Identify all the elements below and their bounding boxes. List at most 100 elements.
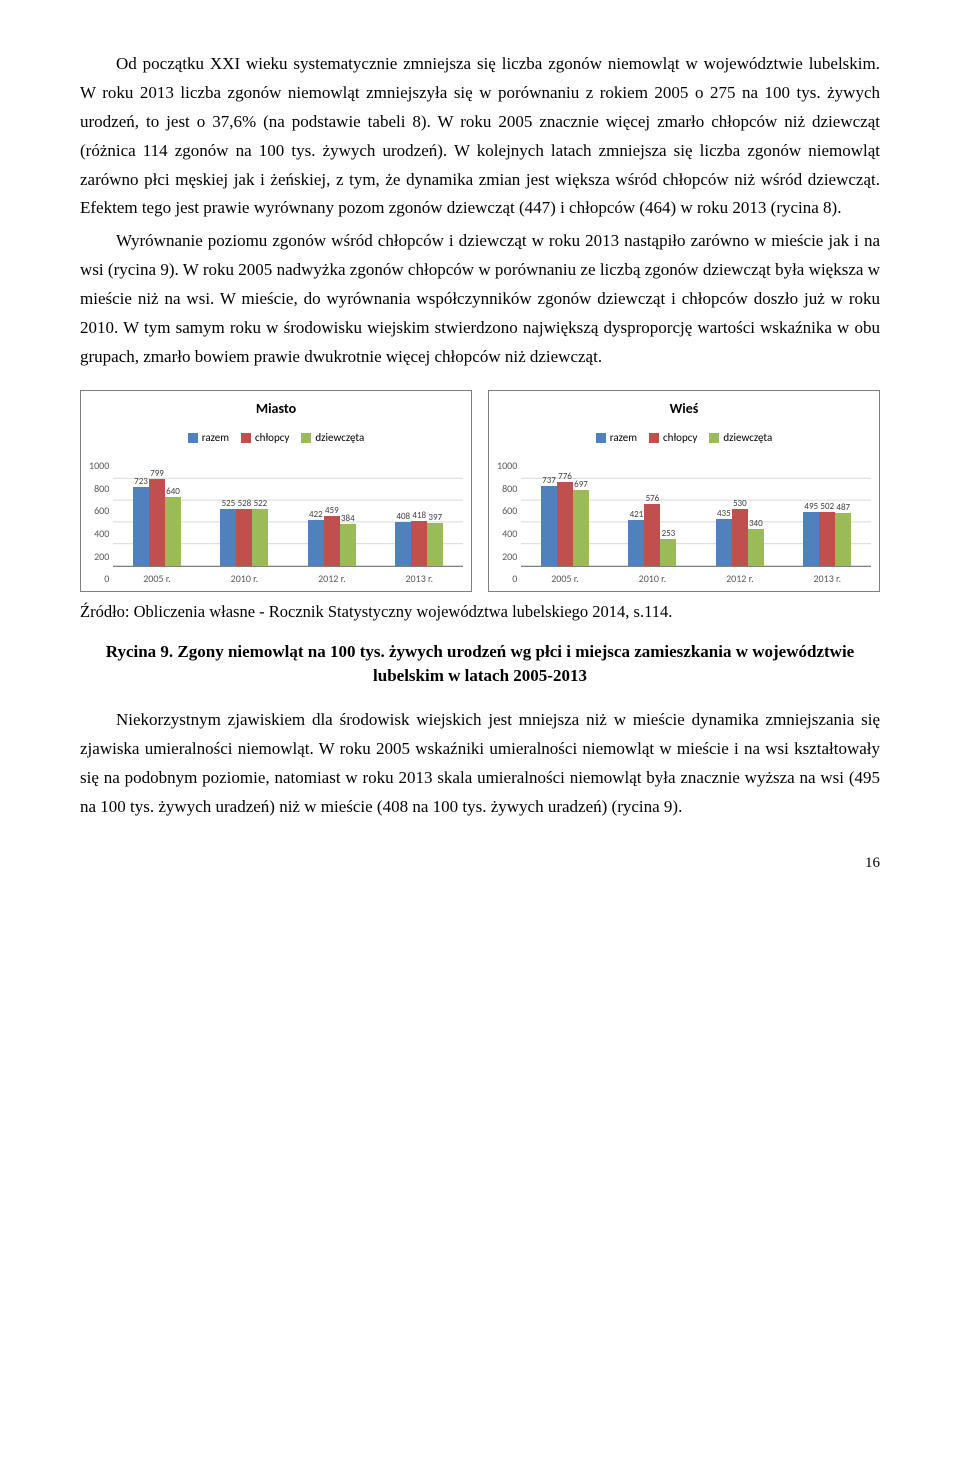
chart-miasto-yaxis: 10008006004002000 <box>89 457 113 587</box>
bar-group: 421576253 <box>628 457 676 566</box>
bar-chlopcy: 459 <box>324 516 340 566</box>
paragraph-2: Wyrównanie poziomu zgonów wśród chłopców… <box>80 227 880 371</box>
chart-wies-groups: 737776697421576253435530340495502487 <box>521 457 871 566</box>
bar-value-label: 723 <box>134 474 148 489</box>
legend-item-dziewczeta: dziewczęta <box>709 429 772 448</box>
bar-group: 422459384 <box>308 457 356 566</box>
bar-chlopcy: 799 <box>149 479 165 566</box>
legend-item-chlopcy: chłopcy <box>649 429 697 448</box>
legend-label: chłopcy <box>255 429 289 448</box>
bar-chlopcy: 776 <box>557 482 573 567</box>
legend-label: chłopcy <box>663 429 697 448</box>
figure-caption: Rycina 9. Zgony niemowląt na 100 tys. ży… <box>80 640 880 688</box>
bar-value-label: 384 <box>341 511 355 526</box>
bar-dziewczeta: 253 <box>660 539 676 567</box>
y-tick: 600 <box>502 502 517 519</box>
bar-dziewczeta: 487 <box>835 513 851 566</box>
swatch-chlopcy-icon <box>649 433 659 443</box>
chart-wies-title: Wieś <box>497 397 871 421</box>
bar-value-label: 340 <box>749 516 763 531</box>
chart-wies-body: 10008006004002000 7377766974215762534355… <box>497 457 871 587</box>
bar-razem: 737 <box>541 486 557 566</box>
x-category: 2013 r. <box>813 570 841 587</box>
bar-group: 408418397 <box>395 457 443 566</box>
x-category: 2005 r. <box>143 570 171 587</box>
bar-razem: 723 <box>133 487 149 566</box>
bar-chlopcy: 502 <box>819 512 835 567</box>
bar-dziewczeta: 384 <box>340 524 356 566</box>
bar-value-label: 530 <box>733 496 747 511</box>
bar-group: 723799640 <box>133 457 181 566</box>
bar-value-label: 640 <box>166 484 180 499</box>
bar-value-label: 525 <box>222 496 236 511</box>
legend-item-razem: razem <box>188 429 229 448</box>
x-category: 2005 r. <box>551 570 579 587</box>
bar-chlopcy: 418 <box>411 521 427 567</box>
x-category: 2012 r. <box>726 570 754 587</box>
bar-razem: 495 <box>803 512 819 566</box>
bar-group: 435530340 <box>716 457 764 566</box>
legend-item-chlopcy: chłopcy <box>241 429 289 448</box>
bar-group: 525528522 <box>220 457 268 566</box>
bar-razem: 435 <box>716 519 732 566</box>
y-tick: 600 <box>94 502 109 519</box>
bar-value-label: 737 <box>542 473 556 488</box>
bar-dziewczeta: 640 <box>165 497 181 567</box>
x-category: 2012 r. <box>318 570 346 587</box>
legend-label: razem <box>202 429 229 448</box>
swatch-razem-icon <box>596 433 606 443</box>
bar-dziewczeta: 697 <box>573 490 589 566</box>
bar-value-label: 459 <box>325 503 339 518</box>
chart-miasto-xaxis: 2005 r. 2010 r. 2012 r. 2013 r. <box>113 567 463 587</box>
chart-miasto-legend: razem chłopcy dziewczęta <box>89 429 463 448</box>
bar-dziewczeta: 397 <box>427 523 443 566</box>
bar-value-label: 776 <box>558 469 572 484</box>
paragraph-3: Niekorzystnym zjawiskiem dla środowisk w… <box>80 706 880 822</box>
x-category: 2010 r. <box>639 570 667 587</box>
chart-wies-plot: 737776697421576253435530340495502487 <box>521 457 871 567</box>
bar-chlopcy: 528 <box>236 509 252 567</box>
bar-chlopcy: 530 <box>732 509 748 567</box>
bar-value-label: 522 <box>254 496 268 511</box>
chart-source: Źródło: Obliczenia własne - Rocznik Stat… <box>80 598 880 626</box>
y-tick: 400 <box>502 525 517 542</box>
bar-value-label: 495 <box>804 499 818 514</box>
legend-label: razem <box>610 429 637 448</box>
y-tick: 1000 <box>89 457 109 474</box>
bar-value-label: 799 <box>150 466 164 481</box>
y-tick: 200 <box>502 548 517 565</box>
bar-value-label: 697 <box>574 477 588 492</box>
paragraph-1: Od początku XXI wieku systematycznie zmn… <box>80 50 880 223</box>
bar-group: 495502487 <box>803 457 851 566</box>
bar-dziewczeta: 522 <box>252 509 268 566</box>
legend-item-dziewczeta: dziewczęta <box>301 429 364 448</box>
legend-item-razem: razem <box>596 429 637 448</box>
chart-miasto-title: Miasto <box>89 397 463 421</box>
bar-value-label: 576 <box>646 491 660 506</box>
chart-miasto-groups: 723799640525528522422459384408418397 <box>113 457 463 566</box>
bar-razem: 408 <box>395 522 411 566</box>
chart-wies-yaxis: 10008006004002000 <box>497 457 521 587</box>
bar-value-label: 502 <box>820 499 834 514</box>
y-tick: 0 <box>512 570 517 587</box>
y-tick: 400 <box>94 525 109 542</box>
chart-wies: Wieś razem chłopcy dziewczęta 1000800600… <box>488 390 880 592</box>
chart-miasto-body: 10008006004002000 7237996405255285224224… <box>89 457 463 587</box>
bar-value-label: 397 <box>428 510 442 525</box>
legend-label: dziewczęta <box>723 429 772 448</box>
chart-wies-xaxis: 2005 r. 2010 r. 2012 r. 2013 r. <box>521 567 871 587</box>
x-category: 2010 r. <box>231 570 259 587</box>
bar-value-label: 421 <box>630 507 644 522</box>
bar-chlopcy: 576 <box>644 504 660 567</box>
bar-value-label: 528 <box>238 496 252 511</box>
x-category: 2013 r. <box>405 570 433 587</box>
swatch-dziewczeta-icon <box>709 433 719 443</box>
charts-row: Miasto razem chłopcy dziewczęta 1000 800 6… <box>80 390 880 592</box>
bar-value-label: 418 <box>412 508 426 523</box>
y-tick: 0 <box>104 570 109 587</box>
bar-value-label: 487 <box>836 500 850 515</box>
bar-value-label: 408 <box>396 509 410 524</box>
y-tick: 800 <box>502 480 517 497</box>
page-number: 16 <box>80 851 880 877</box>
swatch-dziewczeta-icon <box>301 433 311 443</box>
